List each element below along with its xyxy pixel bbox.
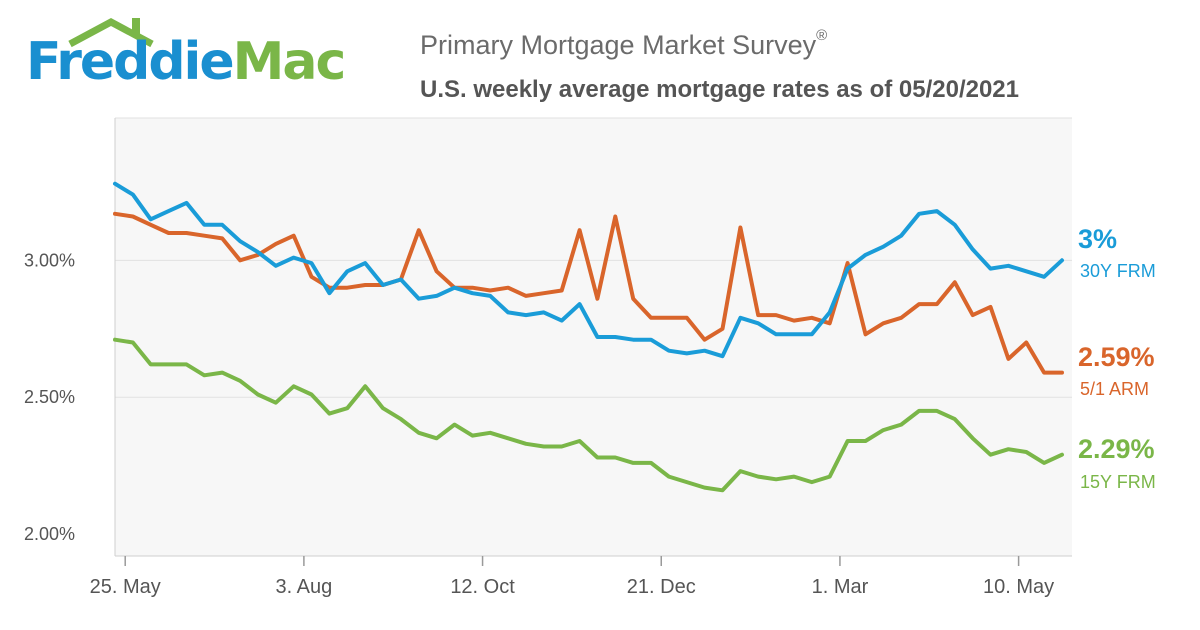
logo-text-freddie: Freddie [26, 32, 235, 92]
registered-mark: ® [816, 27, 828, 44]
x-axis-ticks [124, 556, 1020, 566]
series-name-15y-frm: 15Y FRM [1080, 472, 1156, 492]
x-tick-label: 12. Oct [450, 576, 515, 598]
freddie-mac-logo: FreddieMac [26, 16, 386, 106]
house-roof-icon [68, 18, 154, 48]
y-tick-label: 3.00% [24, 250, 75, 270]
x-tick-label: 3. Aug [276, 576, 333, 598]
y-tick-label: 2.00% [24, 524, 75, 544]
y-tick-label: 2.50% [24, 387, 75, 407]
logo-text-mac: Mac [232, 32, 347, 92]
chart-title: Primary Mortgage Market Survey® [420, 27, 828, 61]
x-tick-label: 1. Mar [812, 576, 869, 598]
x-axis-tick-labels: 25. May 3. Aug 12. Oct 21. Dec 1. Mar 10. May [90, 576, 1055, 598]
series-name-5-1-arm: 5/1 ARM [1080, 379, 1149, 399]
series-name-30y-frm: 30Y FRM [1080, 261, 1156, 281]
plot-background [115, 118, 1072, 556]
end-value-30y-frm: 3% [1078, 224, 1117, 254]
x-tick-label: 21. Dec [627, 576, 696, 598]
x-tick-label: 25. May [90, 576, 161, 598]
chart-subtitle: U.S. weekly average mortgage rates as of… [420, 76, 1020, 103]
y-axis-tick-labels: 2.00% 2.50% 3.00% [24, 250, 75, 544]
grid-lines [115, 117, 1072, 398]
series-line-15y-frm [113, 337, 1064, 493]
end-value-5-1-arm: 2.59% [1078, 342, 1155, 372]
chart-title-text: Primary Mortgage Market Survey [420, 30, 817, 60]
x-tick-label: 10. May [983, 576, 1054, 598]
series-end-labels: 3% 30Y FRM 2.59% 5/1 ARM 2.29% 15Y FRM [1078, 224, 1156, 492]
series-lines [113, 181, 1064, 493]
end-value-15y-frm: 2.29% [1078, 434, 1155, 464]
series-line-5-1-arm [113, 211, 1064, 375]
series-line-30y-frm [113, 181, 1064, 359]
